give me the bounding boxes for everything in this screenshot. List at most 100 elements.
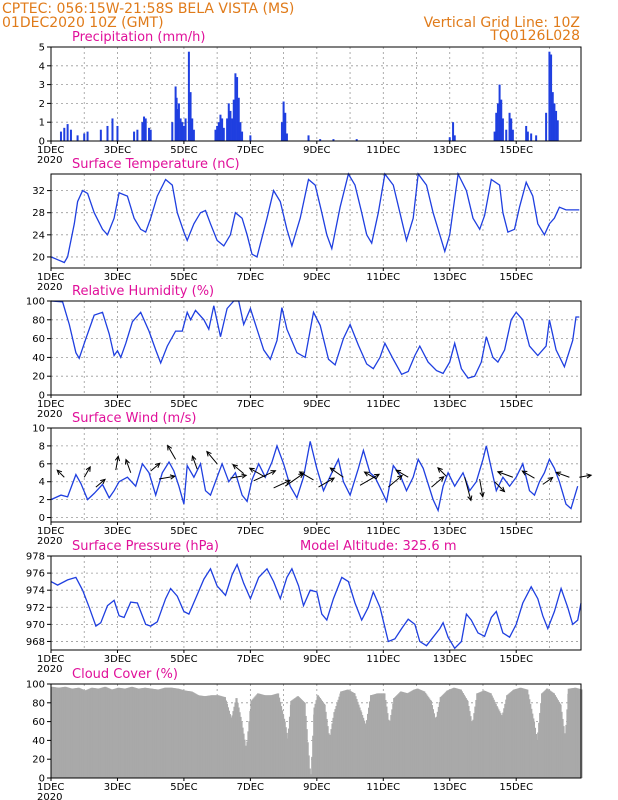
rh-xtick-label: 15DEC bbox=[499, 399, 533, 410]
header-datetime: 01DEC2020 10Z (GMT) bbox=[2, 15, 164, 31]
temp-xtick-label: 7DEC bbox=[237, 272, 264, 283]
precip-bar bbox=[535, 135, 538, 141]
temp-series-line bbox=[50, 171, 580, 264]
precip-bar bbox=[307, 135, 310, 141]
rh-title: Relative Humidity (%) bbox=[72, 284, 214, 299]
wind-vector-head bbox=[521, 470, 528, 476]
wind-vector-shaft bbox=[387, 475, 403, 488]
precip-bar bbox=[227, 103, 230, 141]
rh-ytick-label: 100 bbox=[26, 297, 45, 308]
pres-ytick-label: 972 bbox=[26, 603, 45, 614]
panels: Precipitation (mm/h) 0 1 2 3 4 5 1DEC 3DEC 5DEC 7D… bbox=[26, 30, 593, 800]
temp-xtick-label: 1DEC bbox=[37, 272, 64, 283]
precip-bar bbox=[179, 118, 182, 141]
wind-vector-head bbox=[191, 454, 197, 462]
temp-xtick-label: 11DEC bbox=[366, 272, 400, 283]
precip-bar bbox=[59, 131, 62, 141]
precip-bar bbox=[548, 51, 551, 142]
precip-bar bbox=[136, 129, 139, 141]
wind-vector-head bbox=[248, 467, 255, 473]
precip-bar bbox=[510, 118, 513, 141]
precip-bar bbox=[171, 122, 174, 141]
precip-bar bbox=[285, 133, 288, 141]
rh-xtick-label: 5DEC bbox=[170, 399, 197, 410]
temp-title: Surface Temperature (nC) bbox=[72, 157, 240, 172]
precip-frame bbox=[50, 46, 582, 142]
precip-xtick-label: 15DEC bbox=[499, 145, 533, 156]
wind-ytick-label: 2 bbox=[39, 495, 45, 506]
wind-vector-head bbox=[114, 455, 121, 462]
rh-xtick-label: 9DEC bbox=[303, 399, 330, 410]
wind-vector-arrow bbox=[298, 471, 314, 481]
precip-bar bbox=[500, 99, 503, 141]
wind-vector-shaft bbox=[253, 470, 276, 482]
precip-bar bbox=[501, 118, 504, 141]
wind-vector-arrow bbox=[150, 462, 161, 472]
wind-vector-head bbox=[437, 467, 443, 473]
precip-bar bbox=[505, 129, 508, 141]
pres-xtick-label: 7DEC bbox=[237, 654, 264, 665]
wind-vector-arrow bbox=[56, 469, 65, 478]
wind-vector-shaft bbox=[249, 467, 266, 478]
pres-series-line bbox=[50, 562, 582, 650]
wind-vector-shaft bbox=[494, 481, 505, 492]
precip-bar bbox=[525, 125, 528, 141]
wind-vector-head bbox=[397, 474, 403, 481]
wind-xtick-label: 13DEC bbox=[433, 526, 467, 537]
wind-vector-shaft bbox=[273, 479, 291, 489]
wind-vector-arrow bbox=[95, 478, 106, 488]
precip-bar bbox=[551, 92, 554, 141]
precip-xtick-label: 3DEC bbox=[104, 145, 131, 156]
wind-vector-shaft bbox=[359, 473, 380, 486]
precip-bar bbox=[221, 118, 224, 141]
precip-bar bbox=[226, 118, 229, 141]
precip-bar bbox=[83, 133, 86, 141]
wind-vector-head bbox=[374, 473, 381, 479]
wind-vector-shaft bbox=[497, 471, 514, 478]
precip-bar bbox=[448, 137, 451, 141]
rh-xtick-label: 11DEC bbox=[366, 399, 400, 410]
wind-vector-arrow bbox=[464, 477, 473, 502]
cloud-xtick-label: 13DEC bbox=[433, 782, 467, 793]
wind-vector-shaft bbox=[56, 469, 65, 478]
wind-vector-head bbox=[467, 495, 473, 502]
cloud-ytick-label: 100 bbox=[26, 680, 45, 691]
temp-xtick-label: 3DEC bbox=[104, 272, 131, 283]
precip-bar bbox=[144, 118, 147, 141]
pres-ytick-label: 976 bbox=[26, 569, 45, 580]
rh-ytick-label: 40 bbox=[32, 353, 45, 364]
temp-ytick-label: 32 bbox=[32, 186, 45, 197]
precip-bar bbox=[192, 129, 195, 141]
cloud-ytick-label: 40 bbox=[32, 736, 45, 747]
wind-vector-arrow bbox=[555, 471, 570, 478]
wind-vector-arrow bbox=[494, 481, 506, 493]
precip-bar bbox=[493, 131, 496, 141]
precip-bar bbox=[282, 101, 285, 141]
wind-vector-head bbox=[329, 477, 336, 483]
rh-panel: Relative Humidity (%) 0 20 40 60 80 100 1DEC 3DE… bbox=[26, 284, 582, 420]
wind-vector-arrow bbox=[114, 455, 121, 471]
wind-vector-arrow bbox=[248, 467, 266, 478]
cloud-panel: Cloud Cover (%) 0 20 40 60 80 100 1DEC 3DEC 5DEC 7… bbox=[26, 667, 583, 800]
wind-vector-arrow bbox=[167, 444, 177, 460]
wind-vector-shaft bbox=[556, 471, 570, 478]
wind-ytick-label: 10 bbox=[32, 424, 45, 435]
precip-year-label: 2020 bbox=[37, 155, 62, 166]
pres-ytick-label: 978 bbox=[26, 552, 45, 563]
wind-vector-shaft bbox=[83, 466, 91, 478]
wind-xtick-label: 15DEC bbox=[499, 526, 533, 537]
precip-bar bbox=[495, 112, 498, 141]
wind-vector-shaft bbox=[232, 464, 245, 475]
precip-bar bbox=[526, 131, 529, 141]
wind-vector-arrow bbox=[273, 479, 291, 489]
precip-bar bbox=[249, 135, 252, 141]
precip-bar bbox=[241, 131, 244, 141]
precip-bar bbox=[219, 114, 222, 141]
wind-vector-head bbox=[270, 470, 277, 475]
wind-vector-head bbox=[363, 471, 370, 477]
precip-ytick-label: 5 bbox=[39, 43, 45, 54]
wind-title: Surface Wind (m/s) bbox=[72, 411, 196, 426]
cloud-xtick-label: 11DEC bbox=[366, 782, 400, 793]
cloud-bar bbox=[307, 755, 310, 778]
precip-bar bbox=[355, 139, 358, 141]
